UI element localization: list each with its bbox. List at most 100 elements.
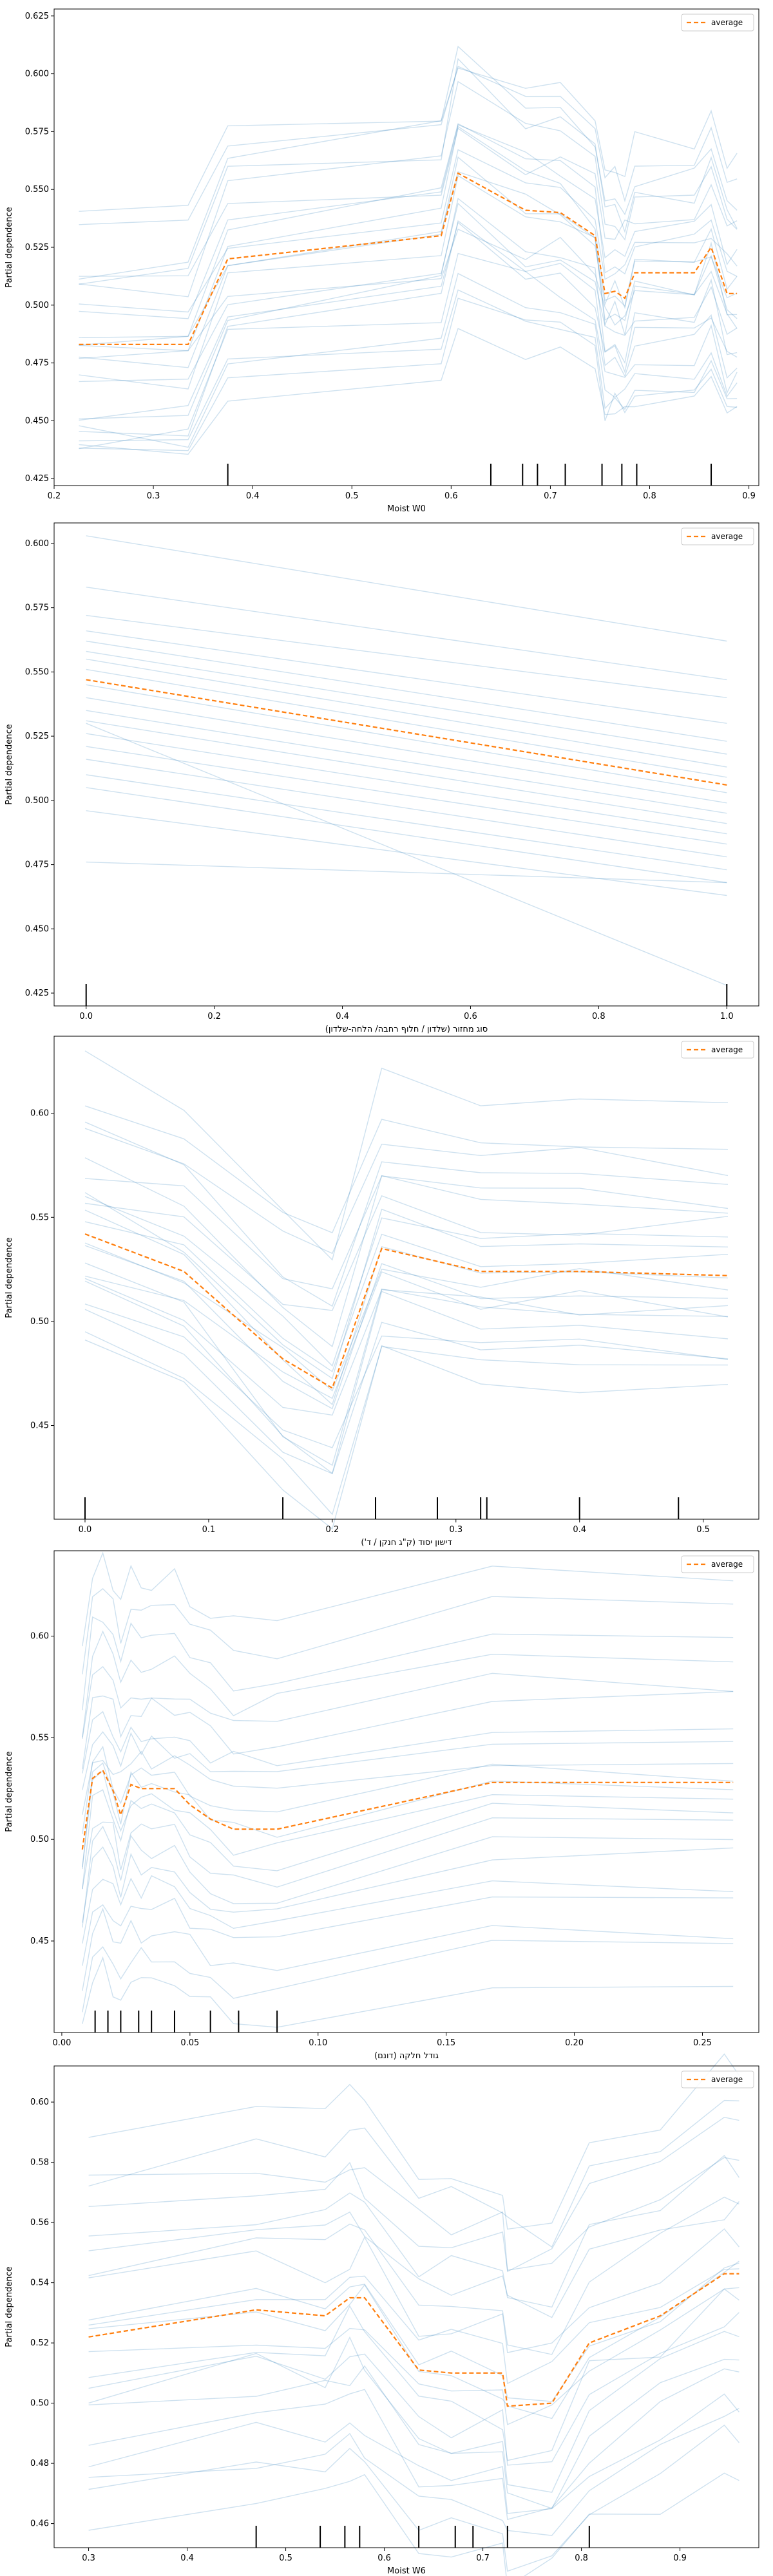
ice-line bbox=[88, 2472, 740, 2576]
y-tick-label: 0.58 bbox=[30, 2158, 49, 2168]
ice-line bbox=[79, 67, 738, 212]
ice-line bbox=[88, 2393, 740, 2514]
x-tick-label: 0.6 bbox=[464, 1012, 477, 1021]
ice-line bbox=[79, 128, 738, 277]
ice-line bbox=[79, 57, 738, 285]
x-axis-label: Moist W0 bbox=[387, 504, 426, 514]
x-axis-label: דישון יסוד (ק"ג חנקן / ד') bbox=[361, 1538, 452, 1548]
ice-line bbox=[86, 630, 727, 724]
ice-lines bbox=[79, 45, 738, 455]
y-axis: 0.45 0.50 0.55 0.60 Partial dependence bbox=[5, 1109, 54, 1431]
ice-line bbox=[86, 640, 727, 742]
y-tick-label: 0.550 bbox=[25, 185, 49, 194]
ice-line bbox=[88, 2262, 740, 2402]
average-line bbox=[88, 2273, 740, 2407]
ice-line bbox=[79, 80, 738, 298]
x-tick-label: 0.5 bbox=[345, 491, 359, 501]
ice-line bbox=[84, 1050, 729, 1261]
legend-box bbox=[681, 1041, 754, 1059]
y-tick-label: 0.525 bbox=[25, 243, 49, 252]
ice-line bbox=[86, 759, 727, 858]
ice-line bbox=[84, 1262, 729, 1466]
y-tick-label: 0.60 bbox=[30, 1109, 49, 1119]
legend-label-average: average bbox=[711, 2075, 743, 2084]
legend-box bbox=[681, 2070, 754, 2088]
ice-line bbox=[84, 1175, 729, 1290]
ice-line bbox=[82, 1731, 734, 1790]
x-tick-label: 1.0 bbox=[720, 1012, 734, 1021]
decile-rug bbox=[227, 464, 712, 486]
x-tick-label: 0.00 bbox=[52, 2038, 71, 2048]
ice-line bbox=[79, 289, 738, 442]
ice-line bbox=[88, 2197, 740, 2355]
pdp-panel-3: 0.0 0.1 0.2 0.3 0.4 0.5 דישון יסוד (ק"ג חנקן /… bbox=[5, 1036, 759, 1548]
ice-line bbox=[86, 535, 727, 642]
ice-line bbox=[86, 614, 727, 698]
x-tick-label: 0.2 bbox=[325, 1525, 339, 1535]
ice-line bbox=[84, 1242, 729, 1392]
y-tick-label: 0.52 bbox=[30, 2338, 49, 2348]
legend-label-average: average bbox=[711, 1045, 743, 1054]
decile-rug bbox=[94, 2011, 278, 2032]
ice-line bbox=[88, 2268, 740, 2385]
ice-line bbox=[84, 1195, 729, 1311]
ice-line bbox=[82, 1940, 734, 2012]
plot-frame bbox=[53, 1036, 759, 1520]
y-tick-label: 0.60 bbox=[30, 2098, 49, 2107]
x-axis: 0.2 0.3 0.4 0.5 0.6 0.7 0.8 0.9 Moist W0 bbox=[48, 486, 756, 514]
y-axis-label: Partial dependence bbox=[5, 2266, 14, 2347]
ice-line bbox=[79, 222, 738, 421]
y-axis: 0.45 0.50 0.55 0.60 Partial dependence bbox=[5, 1632, 54, 1946]
y-tick-label: 0.46 bbox=[30, 2519, 49, 2529]
x-tick-label: 0.8 bbox=[575, 2553, 588, 2563]
ice-line bbox=[82, 1710, 734, 1774]
ice-line bbox=[79, 123, 738, 346]
ice-line bbox=[86, 684, 727, 793]
y-tick-label: 0.575 bbox=[25, 603, 49, 613]
ice-line bbox=[82, 1630, 734, 1738]
x-tick-label: 0.3 bbox=[449, 1525, 463, 1535]
x-tick-label: 0.9 bbox=[742, 491, 756, 501]
y-tick-label: 0.450 bbox=[25, 416, 49, 426]
ice-line bbox=[88, 2260, 740, 2420]
legend-box bbox=[681, 1555, 754, 1573]
ice-line bbox=[84, 1271, 729, 1399]
x-axis: 0.0 0.2 0.4 0.6 0.8 1.0 סוג מחזור (שלדון / חלו… bbox=[79, 1006, 734, 1034]
y-axis-label: Partial dependence bbox=[5, 207, 14, 287]
y-tick-label: 0.600 bbox=[25, 70, 49, 79]
ice-line bbox=[88, 2287, 740, 2425]
ice-line bbox=[88, 2368, 740, 2521]
ice-line bbox=[88, 2288, 740, 2461]
y-axis-label: Partial dependence bbox=[5, 1751, 14, 1832]
ice-line bbox=[88, 2407, 740, 2536]
ice-line bbox=[84, 1105, 729, 1234]
ice-line bbox=[86, 658, 727, 768]
ice-line bbox=[82, 1846, 734, 1923]
ice-line bbox=[79, 197, 738, 420]
x-tick-label: 0.2 bbox=[48, 491, 61, 501]
pdp-panel-5: 0.3 0.4 0.5 0.6 0.7 0.8 0.9 Moist W6 0.46 0.48 0.5… bbox=[5, 2053, 759, 2576]
x-tick-label: 0.8 bbox=[643, 491, 656, 501]
y-tick-label: 0.55 bbox=[30, 1213, 49, 1222]
legend: average bbox=[681, 2070, 754, 2088]
y-tick-label: 0.55 bbox=[30, 1733, 49, 1743]
ice-line bbox=[84, 1221, 729, 1372]
y-tick-label: 0.475 bbox=[25, 860, 49, 870]
ice-line bbox=[84, 1278, 729, 1416]
ice-line bbox=[82, 1956, 734, 2028]
x-tick-label: 0.6 bbox=[444, 491, 458, 501]
ice-line bbox=[88, 2099, 740, 2248]
x-axis-label: סוג מחזור (שלדון / חלוף רחבה/ הלחה-שלדון… bbox=[325, 1025, 488, 1034]
ice-line bbox=[79, 298, 738, 451]
x-tick-label: 0.9 bbox=[673, 2553, 687, 2563]
x-axis-label: Moist W6 bbox=[387, 2566, 426, 2576]
y-tick-label: 0.56 bbox=[30, 2218, 49, 2228]
y-axis: 0.46 0.48 0.50 0.52 0.54 0.56 0.58 0.60 Partial … bbox=[5, 2098, 54, 2529]
y-tick-label: 0.50 bbox=[30, 1835, 49, 1844]
x-tick-label: 0.4 bbox=[246, 491, 260, 501]
y-tick-label: 0.500 bbox=[25, 796, 49, 806]
plot-frame bbox=[53, 2065, 759, 2548]
y-tick-label: 0.500 bbox=[25, 301, 49, 310]
